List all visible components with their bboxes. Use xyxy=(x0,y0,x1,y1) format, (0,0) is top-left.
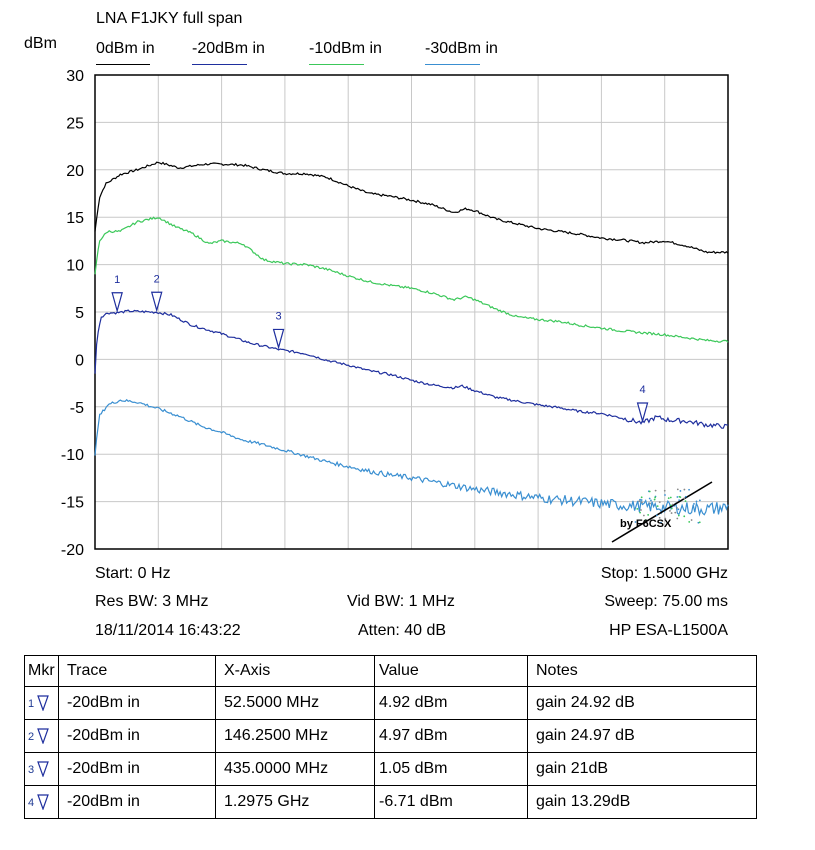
marker-number: 1 xyxy=(28,698,34,710)
value-cell: -6.71 dBm xyxy=(375,786,528,819)
y-tick-label: 10 xyxy=(66,258,84,275)
svg-text:by F6CSX: by F6CSX xyxy=(620,518,672,530)
notes-cell: gain 24.97 dB xyxy=(528,720,757,753)
x-axis-cell: 146.2500 MHz xyxy=(216,720,375,753)
trace-cell: -20dBm in xyxy=(59,786,216,819)
marker-number: 4 xyxy=(28,797,34,809)
marker-triangle xyxy=(638,403,648,421)
trace-cell: -20dBm in xyxy=(59,753,216,786)
marker-triangle xyxy=(112,293,122,311)
marker-table: Mkr Trace X-Axis Value Notes 1 -20dBm in 5… xyxy=(24,655,757,819)
marker-number: 3 xyxy=(28,764,34,776)
table-row: 2 -20dBm in 146.2500 MHz 4.97 dBm gain 24.97… xyxy=(25,720,757,753)
attenuation: Atten: 40 dB xyxy=(358,622,446,640)
marker-triangle-icon xyxy=(37,794,49,810)
x-axis-cell: 435.0000 MHz xyxy=(216,753,375,786)
notes-cell: gain 13.29dB xyxy=(528,786,757,819)
marker-triangle-icon xyxy=(37,761,49,777)
marker-label: 2 xyxy=(154,273,160,285)
notes-cell: gain 24.92 dB xyxy=(528,687,757,720)
y-tick-label: -20 xyxy=(61,542,84,559)
video-bandwidth: Vid BW: 1 MHz xyxy=(347,593,455,611)
table-row: 1 -20dBm in 52.5000 MHz 4.92 dBm gain 24.92 … xyxy=(25,687,757,720)
y-tick-label: 5 xyxy=(75,305,84,322)
y-tick-label: 15 xyxy=(66,210,84,227)
watermark-logo: by F6CSX xyxy=(612,482,712,542)
y-tick-label: 20 xyxy=(66,163,84,180)
marker-cell: 2 xyxy=(25,720,59,753)
sweep-time: Sweep: 75.00 ms xyxy=(604,593,728,611)
trace-cell: -20dBm in xyxy=(59,720,216,753)
timestamp: 18/11/2014 16:43:22 xyxy=(95,622,241,640)
trace-cell: -20dBm in xyxy=(59,687,216,720)
resolution-bandwidth: Res BW: 3 MHz xyxy=(95,593,209,611)
marker-number: 2 xyxy=(28,731,34,743)
start-frequency: Start: 0 Hz xyxy=(95,565,171,583)
header-notes: Notes xyxy=(528,656,757,687)
y-tick-label: -10 xyxy=(61,447,84,464)
header-trace: Trace xyxy=(59,656,216,687)
y-tick-label: 30 xyxy=(66,68,84,85)
marker-triangle xyxy=(152,292,162,310)
value-cell: 4.92 dBm xyxy=(375,687,528,720)
x-axis-cell: 52.5000 MHz xyxy=(216,687,375,720)
marker-cell: 3 xyxy=(25,753,59,786)
instrument-name: HP ESA-L1500A xyxy=(609,622,728,640)
x-axis-cell: 1.2975 GHz xyxy=(216,786,375,819)
spectrum-chart: 30 25 20 15 10 5 0 -5 -10 -15 -20 1 2 3 4 by F6CSX xyxy=(0,0,815,560)
stop-frequency: Stop: 1.5000 GHz xyxy=(601,565,728,583)
marker-label: 3 xyxy=(276,310,282,322)
header-x-axis: X-Axis xyxy=(216,656,375,687)
marker-triangle-icon xyxy=(37,695,49,711)
y-tick-label: -5 xyxy=(70,400,84,417)
table-row: 4 -20dBm in 1.2975 GHz -6.71 dBm gain 13.29d… xyxy=(25,786,757,819)
marker-triangle-icon xyxy=(37,728,49,744)
marker-cell: 1 xyxy=(25,687,59,720)
value-cell: 1.05 dBm xyxy=(375,753,528,786)
marker-triangle xyxy=(274,329,284,347)
header-value: Value xyxy=(375,656,528,687)
y-tick-label: -15 xyxy=(61,495,84,512)
notes-cell: gain 21dB xyxy=(528,753,757,786)
marker-label: 1 xyxy=(114,274,120,286)
table-row: 3 -20dBm in 435.0000 MHz 1.05 dBm gain 21dB xyxy=(25,753,757,786)
marker-label: 4 xyxy=(639,384,645,396)
y-tick-label: 0 xyxy=(75,352,84,369)
y-tick-label: 25 xyxy=(66,115,84,132)
header-mkr: Mkr xyxy=(25,656,59,687)
value-cell: 4.97 dBm xyxy=(375,720,528,753)
marker-table-header: Mkr Trace X-Axis Value Notes xyxy=(25,656,757,687)
marker-cell: 4 xyxy=(25,786,59,819)
